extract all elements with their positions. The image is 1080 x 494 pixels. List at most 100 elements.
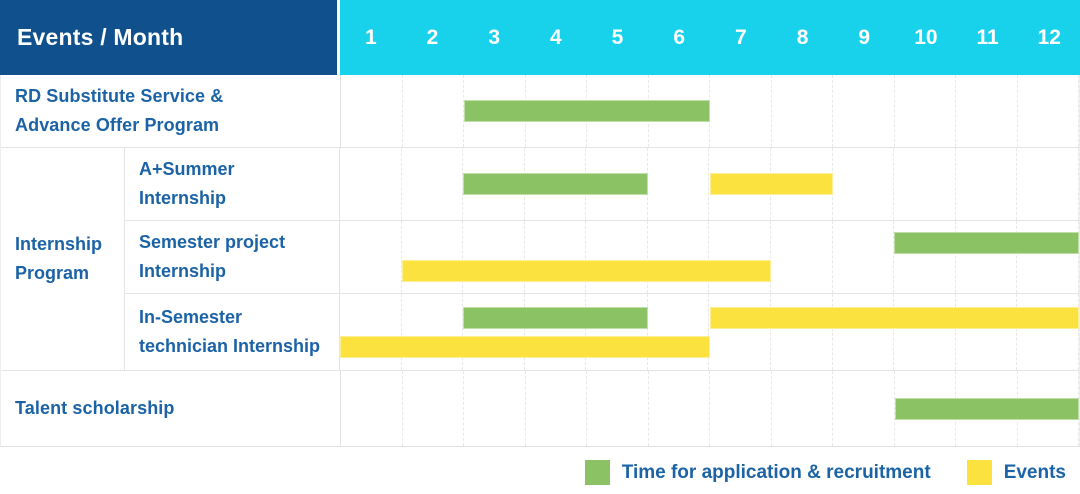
month-grid-cell [956,221,1018,293]
legend-item-events: Events [966,460,1066,485]
group-label-internship-program: Internship Program [1,148,125,370]
month-header-cell: 7 [735,25,747,49]
event-label-line: technician Internship [139,336,321,356]
month-grid-cell [649,371,710,446]
month-grid-cell [402,294,464,370]
month-grid-cell [402,221,464,293]
month-header-cell: 9 [858,25,871,49]
month-grid-cell [648,294,710,370]
month-grid-cell [833,294,895,370]
table-body: RD Substitute Service & Advance Offer Pr… [0,75,1080,447]
event-label-line: A+Summer [139,159,235,179]
legend-item-application: Time for application & recruitment [584,460,931,485]
month-grid-cell [586,294,648,370]
event-label-talent-scholarship: Talent scholarship [1,371,340,446]
month-grid-cell [772,371,833,446]
internship-program-group: Internship Program A+Summer Internship S… [1,147,1079,370]
month-header-cell: 11 [976,25,999,49]
row-timeline [339,148,1079,220]
month-grid-cell [341,371,403,446]
legend-label: Time for application & recruitment [621,461,931,483]
events-bar [709,306,1079,329]
month-header-cell: 10 [914,25,938,49]
month-grid-cell [894,221,956,293]
event-label-line: Internship [139,188,227,208]
month-header-cell: 4 [550,25,562,49]
month-grid-cell [1017,148,1079,220]
month-grid-cell [525,294,587,370]
legend-swatch-yellow-icon [966,460,992,485]
month-grid-cell [710,75,772,147]
row-timeline [340,75,1079,147]
month-grid-cell [648,221,710,293]
month-header-cell: 1 [364,25,377,49]
month-grid-cell [833,371,895,446]
month-grid-cell [340,221,402,293]
month-grid-cell [1017,221,1079,293]
month-header-cell: 3 [488,25,501,49]
row-timeline [339,221,1079,293]
month-header-cell: 12 [1037,25,1061,49]
month-grid-cell [464,371,526,446]
month-grid-cell [403,371,464,446]
month-grid-cell [771,221,833,293]
month-grid-cell [833,148,895,220]
month-grid-cell [340,148,402,220]
table-row: RD Substitute Service & Advance Offer Pr… [1,75,1079,147]
month-grid-cell [833,75,895,147]
event-label-line: Talent scholarship [15,398,175,418]
month-grid-cell [709,221,772,293]
month-header: 1 2 3 4 5 6 7 8 9 10 11 12 [340,0,1080,75]
events-bar [401,260,772,283]
month-grid-cell [956,148,1018,220]
events-bar [340,336,710,359]
month-header-cell: 6 [673,25,686,49]
month-grid-cell [833,221,895,293]
month-grid-cell [463,221,525,293]
table-row: Talent scholarship [1,370,1079,446]
row-timeline [339,294,1079,370]
event-label-line: Advance Offer Program [15,115,220,135]
application-recruitment-bar [464,100,710,122]
application-recruitment-bar [463,173,648,195]
event-label-line: In-Semester [139,307,243,327]
application-recruitment-bar [463,306,648,329]
month-grid-cell [1018,75,1079,147]
event-label-line: RD Substitute Service & [15,86,224,106]
month-grid-cell [463,294,525,370]
month-grid-cell [956,75,1018,147]
month-grid-cell [587,371,649,446]
event-label-line: Internship [139,261,227,281]
application-recruitment-bar [894,397,1079,420]
month-grid-cell [526,371,587,446]
month-grid-cell [895,75,956,147]
events-bar [709,173,833,195]
month-grid-cell [648,148,710,220]
table-row: Semester project Internship [125,220,1079,293]
event-label-rd-substitute: RD Substitute Service & Advance Offer Pr… [1,75,340,147]
group-label-line: Internship [15,234,103,254]
month-grid-cell [341,75,403,147]
group-label-line: Program [15,263,90,283]
month-header-cell: 5 [611,25,624,49]
application-recruitment-bar [894,232,1079,255]
legend-label: Events [1003,461,1066,483]
event-label-semester-project-internship: Semester project Internship [125,221,339,293]
event-label-a-summer-internship: A+Summer Internship [125,148,339,220]
month-grid-cell [586,221,648,293]
month-header-cell: 2 [426,25,439,49]
month-grid-cell [710,371,772,446]
month-grid-cell [403,75,464,147]
legend: Time for application & recruitment Event… [0,447,1080,494]
table-header-row: Events / Month 1 2 3 4 5 6 7 8 9 10 11 12 [0,0,1080,75]
month-header-cell: 8 [796,25,809,49]
group-rows: A+Summer Internship Semester project Int… [125,148,1079,370]
month-grid-cell [340,294,402,370]
month-grid-cell [525,221,587,293]
month-grid-cell [894,294,956,370]
month-grid-cell [772,75,833,147]
row-timeline [340,371,1079,446]
table-row: A+Summer Internship [125,148,1079,220]
event-label-line: Semester project [139,232,286,252]
